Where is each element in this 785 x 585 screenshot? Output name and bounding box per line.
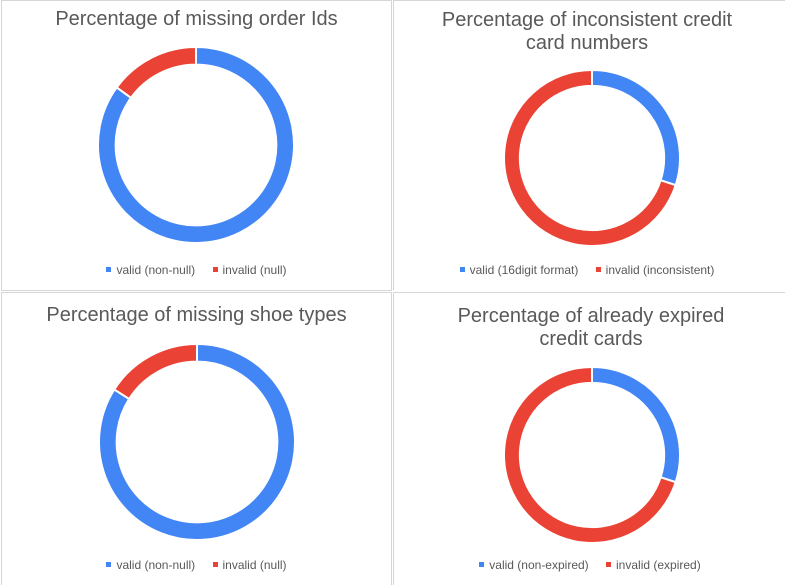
- legend-label: invalid (expired): [616, 558, 701, 572]
- legend-label: valid (non-expired): [489, 558, 589, 572]
- donut-chart: [98, 342, 296, 541]
- donut-slice-invalid[interactable]: [503, 68, 677, 247]
- legend-swatch-valid: [479, 562, 485, 568]
- legend-swatch-invalid: [212, 562, 218, 568]
- legend-swatch-invalid: [595, 267, 601, 273]
- legend-item-invalid[interactable]: invalid (inconsistent): [595, 263, 715, 277]
- chart-title: Percentage of missing shoe types: [2, 304, 391, 327]
- legend-label: invalid (null): [222, 558, 287, 572]
- chart-title-line: credit cards: [539, 328, 643, 350]
- donut-slice-valid[interactable]: [591, 365, 681, 484]
- legend-label: valid (16digit format): [469, 263, 579, 277]
- chart-title-line: Percentage of inconsistent credit: [441, 9, 733, 31]
- chart-legend: valid (non-null) invalid (null): [2, 558, 391, 572]
- legend-item-invalid[interactable]: invalid (expired): [606, 558, 701, 572]
- legend-label: valid (non-null): [116, 263, 196, 277]
- legend-label: invalid (inconsistent): [605, 263, 715, 277]
- chart-legend: valid (16digit format) invalid (inconsis…: [394, 263, 783, 277]
- legend-item-valid[interactable]: valid (non-expired): [479, 558, 589, 572]
- legend-item-invalid[interactable]: invalid (null): [212, 263, 287, 277]
- chart-title: Percentage of already expired credit car…: [395, 305, 785, 351]
- legend-item-valid[interactable]: valid (non-null): [106, 263, 195, 277]
- chart-legend: valid (non-expired) invalid (expired): [394, 558, 785, 572]
- chart-panel-expired-credit-cards: Percentage of already expired credit car…: [393, 292, 785, 585]
- chart-title-line: Percentage of missing shoe types: [46, 304, 347, 326]
- donut-chart: [503, 68, 681, 247]
- legend-item-invalid[interactable]: invalid (null): [212, 558, 287, 572]
- donut-slice-valid[interactable]: [98, 342, 296, 541]
- donut-chart: [97, 45, 295, 244]
- legend-swatch-valid: [106, 562, 112, 568]
- legend-swatch-valid: [106, 267, 112, 273]
- chart-title-line: Percentage of already expired: [457, 305, 725, 327]
- chart-title: Percentage of inconsistent credit card n…: [394, 9, 783, 55]
- donut-slice-invalid[interactable]: [115, 45, 197, 100]
- donut-slice-valid[interactable]: [97, 45, 295, 244]
- donut-slice-invalid[interactable]: [112, 342, 198, 401]
- legend-label: invalid (null): [222, 263, 287, 277]
- chart-panel-missing-shoe-types: Percentage of missing shoe types valid (…: [1, 292, 392, 585]
- donut-slice-invalid[interactable]: [503, 365, 677, 544]
- legend-swatch-invalid: [606, 562, 612, 568]
- chart-panel-missing-order-ids: Percentage of missing order Ids valid (n…: [1, 0, 392, 291]
- chart-legend: valid (non-null) invalid (null): [2, 263, 391, 277]
- legend-swatch-valid: [459, 267, 465, 273]
- donut-slice-valid[interactable]: [591, 68, 681, 187]
- chart-title: Percentage of missing order Ids: [2, 8, 391, 31]
- chart-panel-inconsistent-card-numbers: Percentage of inconsistent credit card n…: [393, 0, 785, 290]
- chart-title-line: card numbers: [525, 32, 649, 54]
- donut-chart: [503, 365, 681, 544]
- legend-swatch-invalid: [212, 267, 218, 273]
- legend-item-valid[interactable]: valid (16digit format): [459, 263, 579, 277]
- chart-title-line: Percentage of missing order Ids: [55, 8, 338, 30]
- legend-item-valid[interactable]: valid (non-null): [106, 558, 195, 572]
- legend-label: valid (non-null): [116, 558, 196, 572]
